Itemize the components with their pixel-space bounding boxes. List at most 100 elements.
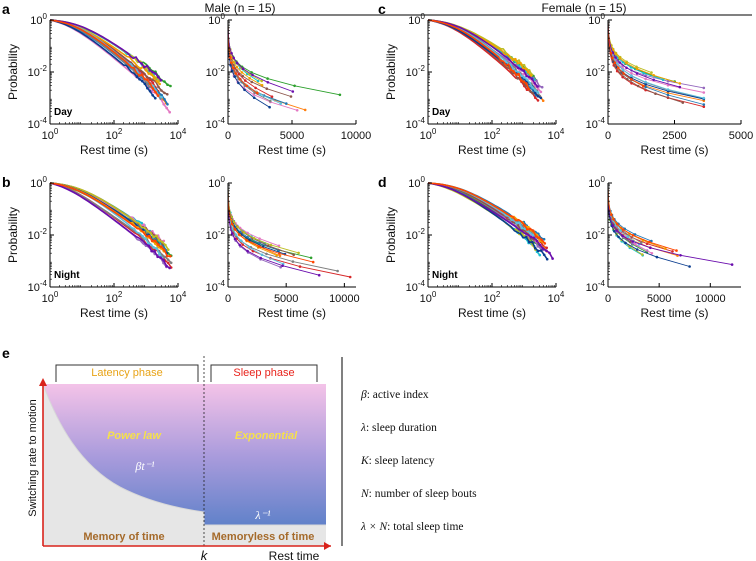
series-point (681, 101, 685, 104)
x-tick-label: 10000 (329, 293, 360, 305)
series-point (525, 74, 528, 78)
series-point (160, 95, 163, 99)
series-point (539, 96, 543, 100)
series-point (158, 252, 161, 256)
legend-item-beta: β: active index (360, 389, 429, 401)
series-line (50, 182, 171, 257)
series-point (649, 246, 652, 250)
series-point (617, 66, 620, 70)
series-point (536, 95, 540, 98)
series-point (539, 249, 543, 252)
series-point (140, 73, 144, 77)
series-point (155, 80, 159, 83)
series-point (166, 103, 169, 106)
series-point (149, 231, 152, 235)
series-point (153, 249, 156, 253)
y-tick-label: 10-2 (206, 64, 226, 79)
series-point (140, 62, 143, 65)
memory-region (43, 384, 326, 546)
series-point (536, 249, 540, 253)
y-tick-label: 10-4 (406, 279, 426, 294)
series-point (234, 72, 238, 75)
series-point (167, 248, 170, 251)
series-point (148, 69, 152, 72)
x-axis-label: Rest time (s) (458, 143, 526, 157)
series-point (635, 72, 639, 75)
series-point (258, 237, 261, 240)
series-point (551, 257, 554, 260)
x-tick-label: 102 (106, 127, 123, 142)
x-tick-label: 102 (106, 290, 123, 305)
series-point (233, 227, 236, 231)
series-line (50, 182, 171, 269)
y-tick-label: 10-2 (28, 64, 48, 79)
y-axis-label: Probability (6, 44, 20, 100)
series-point (612, 218, 615, 221)
x-tick-label: 102 (484, 290, 501, 305)
series-line (228, 19, 292, 97)
series-point (168, 266, 171, 270)
series-point (644, 80, 647, 84)
y-axis-label: Probability (384, 44, 398, 100)
y-tick-label: 10-4 (406, 116, 426, 131)
panel-c-semilog-plot: 100 10-2 10-40 2500 5000 Rest time (s) (586, 12, 754, 157)
series-point (269, 99, 272, 103)
series-point (166, 83, 169, 86)
series-point (635, 65, 638, 69)
series-point (633, 242, 637, 246)
series-point (148, 82, 152, 86)
series-point (520, 226, 524, 230)
x-tick-label: 0 (605, 130, 611, 142)
series-line (228, 182, 314, 263)
x-axis-label: Rest time (s) (80, 143, 148, 157)
series-point (245, 238, 248, 242)
panel-letter-b: b (2, 174, 11, 190)
y-tick-label: 10-4 (586, 116, 606, 131)
e-x-arrow (324, 542, 331, 550)
series-line (50, 19, 159, 97)
legend-item-lambda: λ: sleep duration (360, 422, 437, 434)
series-line (50, 19, 171, 113)
series-point (162, 258, 165, 262)
series-point (622, 72, 625, 75)
series-point (233, 75, 236, 78)
series-line (50, 182, 168, 268)
series-point (143, 77, 146, 81)
x-tick-label: 0 (225, 293, 231, 305)
series-point (615, 222, 619, 226)
series-point (523, 223, 526, 227)
series-point (650, 252, 654, 255)
series-point (140, 79, 144, 83)
x-axis-label: Rest time (s) (80, 306, 148, 320)
series-point (535, 79, 538, 82)
series-point (169, 84, 172, 88)
series-point (247, 245, 251, 249)
series-point (541, 247, 545, 250)
series-point (536, 245, 540, 248)
series-point (278, 254, 282, 258)
y-tick-label: 10-2 (206, 227, 226, 242)
series-point (545, 249, 548, 252)
series-point (241, 67, 245, 70)
series-point (251, 73, 254, 77)
series-point (145, 64, 149, 68)
series-point (538, 253, 542, 257)
series-point (626, 235, 629, 239)
series-point (666, 79, 670, 83)
series-point (230, 232, 234, 235)
series-point (238, 78, 242, 81)
series-point (534, 89, 537, 92)
series-point (151, 87, 155, 90)
series-point (146, 230, 149, 233)
series-point (530, 77, 534, 80)
series-point (157, 85, 160, 89)
series-point (517, 72, 520, 76)
panel-letter-a: a (2, 1, 10, 17)
series-point (522, 80, 525, 84)
series-point (160, 245, 163, 248)
y-tick-label: 100 (588, 175, 605, 190)
